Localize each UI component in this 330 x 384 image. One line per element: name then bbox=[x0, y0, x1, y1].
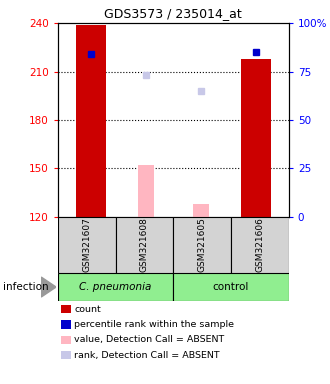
Text: count: count bbox=[74, 305, 101, 314]
Text: GSM321607: GSM321607 bbox=[82, 217, 91, 272]
Bar bbox=[115, 217, 173, 273]
Bar bbox=[231, 217, 289, 273]
Text: GSM321605: GSM321605 bbox=[198, 217, 207, 272]
Text: control: control bbox=[213, 282, 249, 292]
Bar bbox=[58, 217, 115, 273]
Bar bbox=[138, 165, 154, 217]
Title: GDS3573 / 235014_at: GDS3573 / 235014_at bbox=[104, 7, 242, 20]
Text: value, Detection Call = ABSENT: value, Detection Call = ABSENT bbox=[74, 335, 224, 344]
Bar bbox=[173, 273, 289, 301]
Text: infection: infection bbox=[3, 282, 49, 292]
Text: GSM321606: GSM321606 bbox=[255, 217, 264, 272]
Bar bbox=[241, 59, 271, 217]
Text: percentile rank within the sample: percentile rank within the sample bbox=[74, 320, 234, 329]
Text: rank, Detection Call = ABSENT: rank, Detection Call = ABSENT bbox=[74, 351, 220, 360]
Text: C. pneumonia: C. pneumonia bbox=[79, 282, 152, 292]
Text: GSM321608: GSM321608 bbox=[140, 217, 149, 272]
Bar bbox=[192, 204, 209, 217]
Bar bbox=[58, 273, 173, 301]
Bar bbox=[173, 217, 231, 273]
Polygon shape bbox=[41, 277, 56, 297]
Bar bbox=[76, 25, 106, 217]
